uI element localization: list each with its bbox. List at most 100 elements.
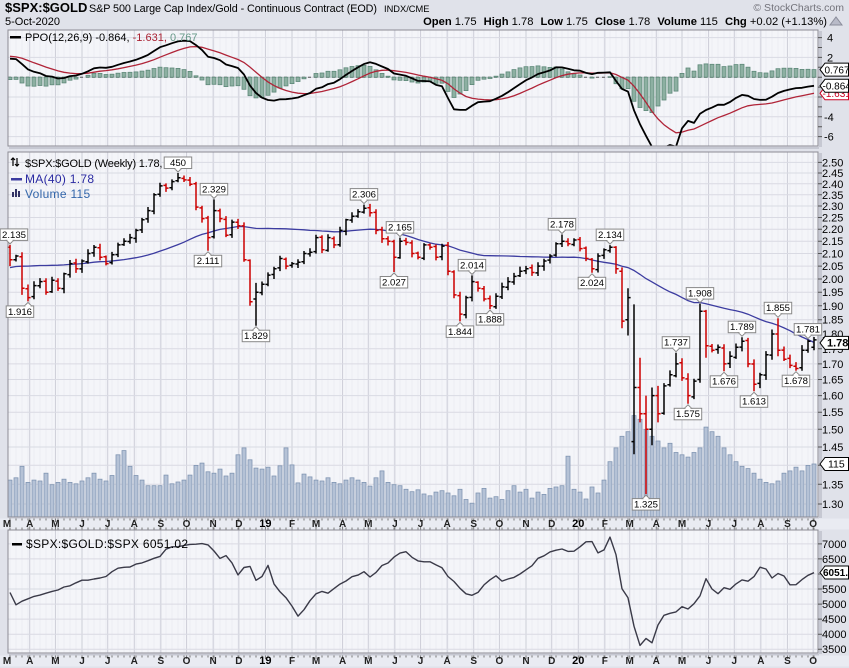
svg-text:J: J	[392, 656, 398, 667]
svg-text:1.90: 1.90	[822, 301, 843, 313]
svg-text:2.40: 2.40	[822, 179, 843, 191]
svg-text:O: O	[809, 656, 817, 667]
svg-text:A: A	[131, 656, 138, 667]
svg-text:1.781: 1.781	[796, 325, 820, 336]
svg-text:D: D	[548, 656, 555, 667]
svg-text:J: J	[732, 656, 738, 667]
svg-text:2.306: 2.306	[352, 190, 376, 201]
svg-text:M: M	[51, 656, 59, 667]
svg-text:-1.631: -1.631	[823, 89, 849, 100]
svg-text:1.35: 1.35	[822, 479, 843, 491]
svg-text:M: M	[626, 656, 634, 667]
svg-text:19: 19	[259, 518, 271, 530]
svg-text:M: M	[312, 519, 320, 530]
svg-text:1.45: 1.45	[822, 442, 843, 454]
svg-text:D: D	[548, 519, 555, 530]
svg-text:1.78: 1.78	[827, 338, 848, 350]
svg-text:2.20: 2.20	[822, 224, 843, 236]
svg-text:2.165: 2.165	[388, 223, 412, 234]
svg-text:5500: 5500	[822, 584, 846, 596]
svg-text:2.50: 2.50	[822, 157, 843, 169]
svg-text:O: O	[809, 519, 817, 530]
svg-text:O: O	[183, 656, 191, 667]
svg-text:N: N	[210, 519, 217, 530]
svg-text:2.30: 2.30	[822, 201, 843, 213]
svg-text:1.95: 1.95	[822, 287, 843, 299]
svg-text:2.10: 2.10	[822, 249, 843, 261]
svg-text:2.00: 2.00	[822, 274, 843, 286]
svg-text:J: J	[392, 519, 398, 530]
svg-text:A: A	[26, 656, 33, 667]
svg-text:M: M	[51, 519, 59, 530]
svg-text:O: O	[183, 519, 191, 530]
svg-text:1.65: 1.65	[822, 375, 843, 387]
svg-text:A: A	[757, 519, 764, 530]
svg-text:6500: 6500	[822, 554, 846, 566]
svg-text:A: A	[653, 519, 660, 530]
svg-text:2.111: 2.111	[197, 256, 220, 267]
svg-text:5-Oct-2020: 5-Oct-2020	[5, 16, 60, 28]
svg-text:2.024: 2.024	[580, 278, 605, 289]
svg-text:4500: 4500	[822, 614, 846, 626]
svg-text:1.30: 1.30	[822, 499, 843, 511]
svg-text:PPO(12,26,9) -0.864, -1.631, 0: PPO(12,26,9) -0.864, -1.631, 0.767	[25, 32, 197, 44]
svg-text:2.15: 2.15	[822, 236, 843, 248]
svg-text:O: O	[496, 519, 504, 530]
svg-text:20: 20	[572, 518, 584, 530]
svg-text:J: J	[706, 519, 712, 530]
svg-text:J: J	[706, 656, 712, 667]
svg-text:1.844: 1.844	[448, 327, 473, 338]
svg-text:J: J	[105, 656, 111, 667]
svg-text:S&P 500 Large Cap Index/Gold -: S&P 500 Large Cap Index/Gold - Continuou…	[89, 3, 377, 15]
svg-text:A: A	[444, 519, 451, 530]
svg-text:A: A	[444, 656, 451, 667]
svg-text:J: J	[418, 519, 424, 530]
svg-text:1.60: 1.60	[822, 391, 843, 403]
svg-text:© StockCharts.com: © StockCharts.com	[753, 2, 844, 14]
svg-text:2.135: 2.135	[2, 230, 26, 241]
svg-text:A: A	[339, 656, 346, 667]
svg-text:$SPX:$GOLD: $SPX:$GOLD	[5, 0, 87, 15]
svg-text:2.329: 2.329	[202, 184, 226, 195]
svg-text:1.613: 1.613	[742, 397, 766, 408]
svg-text:1.908: 1.908	[688, 289, 712, 300]
svg-text:0.767: 0.767	[825, 65, 849, 76]
svg-text:1.789: 1.789	[730, 322, 754, 333]
svg-text:-6: -6	[824, 132, 834, 144]
svg-text:2.05: 2.05	[822, 261, 843, 273]
svg-text:M: M	[364, 519, 372, 530]
svg-text:M: M	[3, 519, 11, 530]
svg-text:S: S	[784, 519, 791, 530]
svg-text:M: M	[364, 656, 372, 667]
svg-text:1.575: 1.575	[676, 409, 700, 420]
svg-text:$SPX:$GOLD:$SPX 6051.02: $SPX:$GOLD:$SPX 6051.02	[26, 537, 188, 551]
svg-text:Open 1.75 High 1.78 Low 1.75 C: Open 1.75 High 1.78 Low 1.75 Close 1.78 …	[423, 16, 827, 28]
svg-text:M: M	[312, 656, 320, 667]
svg-text:J: J	[79, 656, 85, 667]
svg-text:F: F	[289, 656, 295, 667]
svg-text:5000: 5000	[822, 599, 846, 611]
svg-text:A: A	[653, 656, 660, 667]
svg-text:1.916: 1.916	[8, 307, 32, 318]
svg-text:MA(40) 1.78: MA(40) 1.78	[25, 172, 94, 186]
svg-text:F: F	[602, 519, 608, 530]
svg-text:J: J	[732, 519, 738, 530]
svg-text:INDX/CME: INDX/CME	[384, 4, 429, 14]
svg-text:1.325: 1.325	[634, 500, 658, 511]
svg-text:1.70: 1.70	[822, 359, 843, 371]
svg-text:19: 19	[259, 655, 271, 667]
svg-text:O: O	[496, 656, 504, 667]
svg-text:4000: 4000	[822, 629, 846, 641]
svg-text:F: F	[602, 656, 608, 667]
svg-text:2.25: 2.25	[822, 213, 843, 225]
svg-text:3500: 3500	[822, 644, 846, 656]
svg-text:$SPX:$GOLD (Weekly) 1.78,: $SPX:$GOLD (Weekly) 1.78,	[25, 158, 162, 170]
svg-text:M: M	[678, 519, 686, 530]
svg-text:7000: 7000	[822, 539, 846, 551]
svg-text:115: 115	[828, 459, 845, 471]
svg-text:2.178: 2.178	[550, 219, 574, 230]
svg-text:S: S	[470, 656, 477, 667]
svg-text:2.35: 2.35	[822, 190, 843, 202]
svg-text:2.45: 2.45	[822, 168, 843, 180]
svg-text:M: M	[678, 656, 686, 667]
